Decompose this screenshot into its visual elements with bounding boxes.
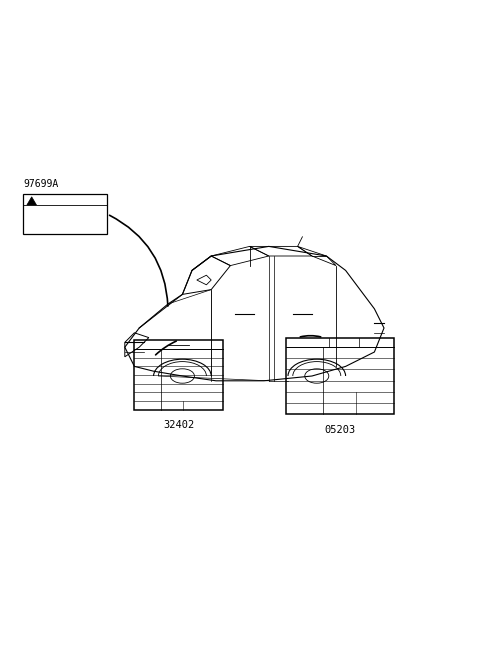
Bar xyxy=(286,338,394,415)
Text: 05203: 05203 xyxy=(324,425,355,435)
Text: 32402: 32402 xyxy=(163,420,194,430)
Bar xyxy=(134,340,223,409)
Polygon shape xyxy=(27,197,36,205)
Bar xyxy=(23,194,107,234)
Text: 97699A: 97699A xyxy=(23,179,58,189)
